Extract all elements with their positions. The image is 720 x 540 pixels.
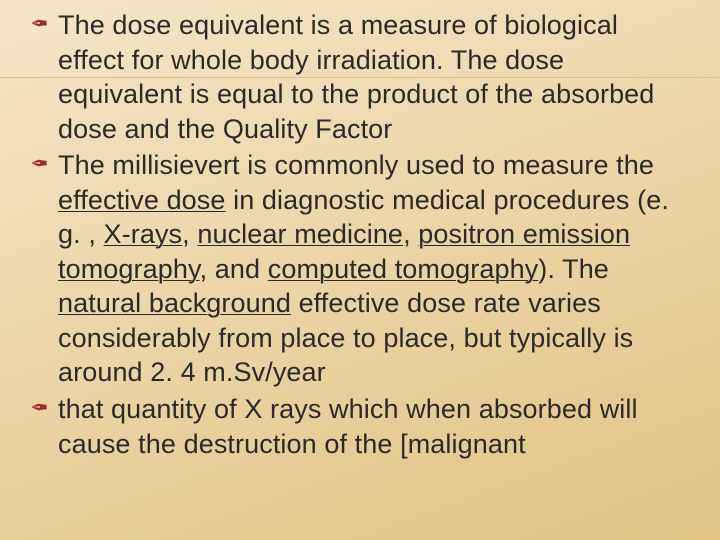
text-run: The millisievert is commonly used to mea… bbox=[58, 150, 654, 180]
bullet-item: The dose equivalent is a measure of biol… bbox=[30, 8, 690, 146]
text-run: The dose equivalent is a measure of biol… bbox=[58, 10, 654, 144]
text-run-underline: effective dose bbox=[58, 185, 226, 215]
text-run: ). The bbox=[538, 254, 609, 284]
text-run: that quantity of X rays which when absor… bbox=[58, 394, 638, 459]
text-run: , bbox=[182, 219, 197, 249]
text-run-underline: natural background bbox=[58, 288, 291, 318]
text-run: , bbox=[403, 219, 418, 249]
text-run: , and bbox=[200, 254, 268, 284]
bullet-list: The dose equivalent is a measure of biol… bbox=[30, 8, 690, 461]
slide-body: The dose equivalent is a measure of biol… bbox=[0, 0, 720, 540]
text-run-underline: computed tomography bbox=[268, 254, 539, 284]
bullet-item: that quantity of X rays which when absor… bbox=[30, 392, 690, 461]
text-run-underline: X-rays bbox=[104, 219, 183, 249]
text-run-underline: nuclear medicine bbox=[197, 219, 403, 249]
bullet-item: The millisievert is commonly used to mea… bbox=[30, 148, 690, 390]
